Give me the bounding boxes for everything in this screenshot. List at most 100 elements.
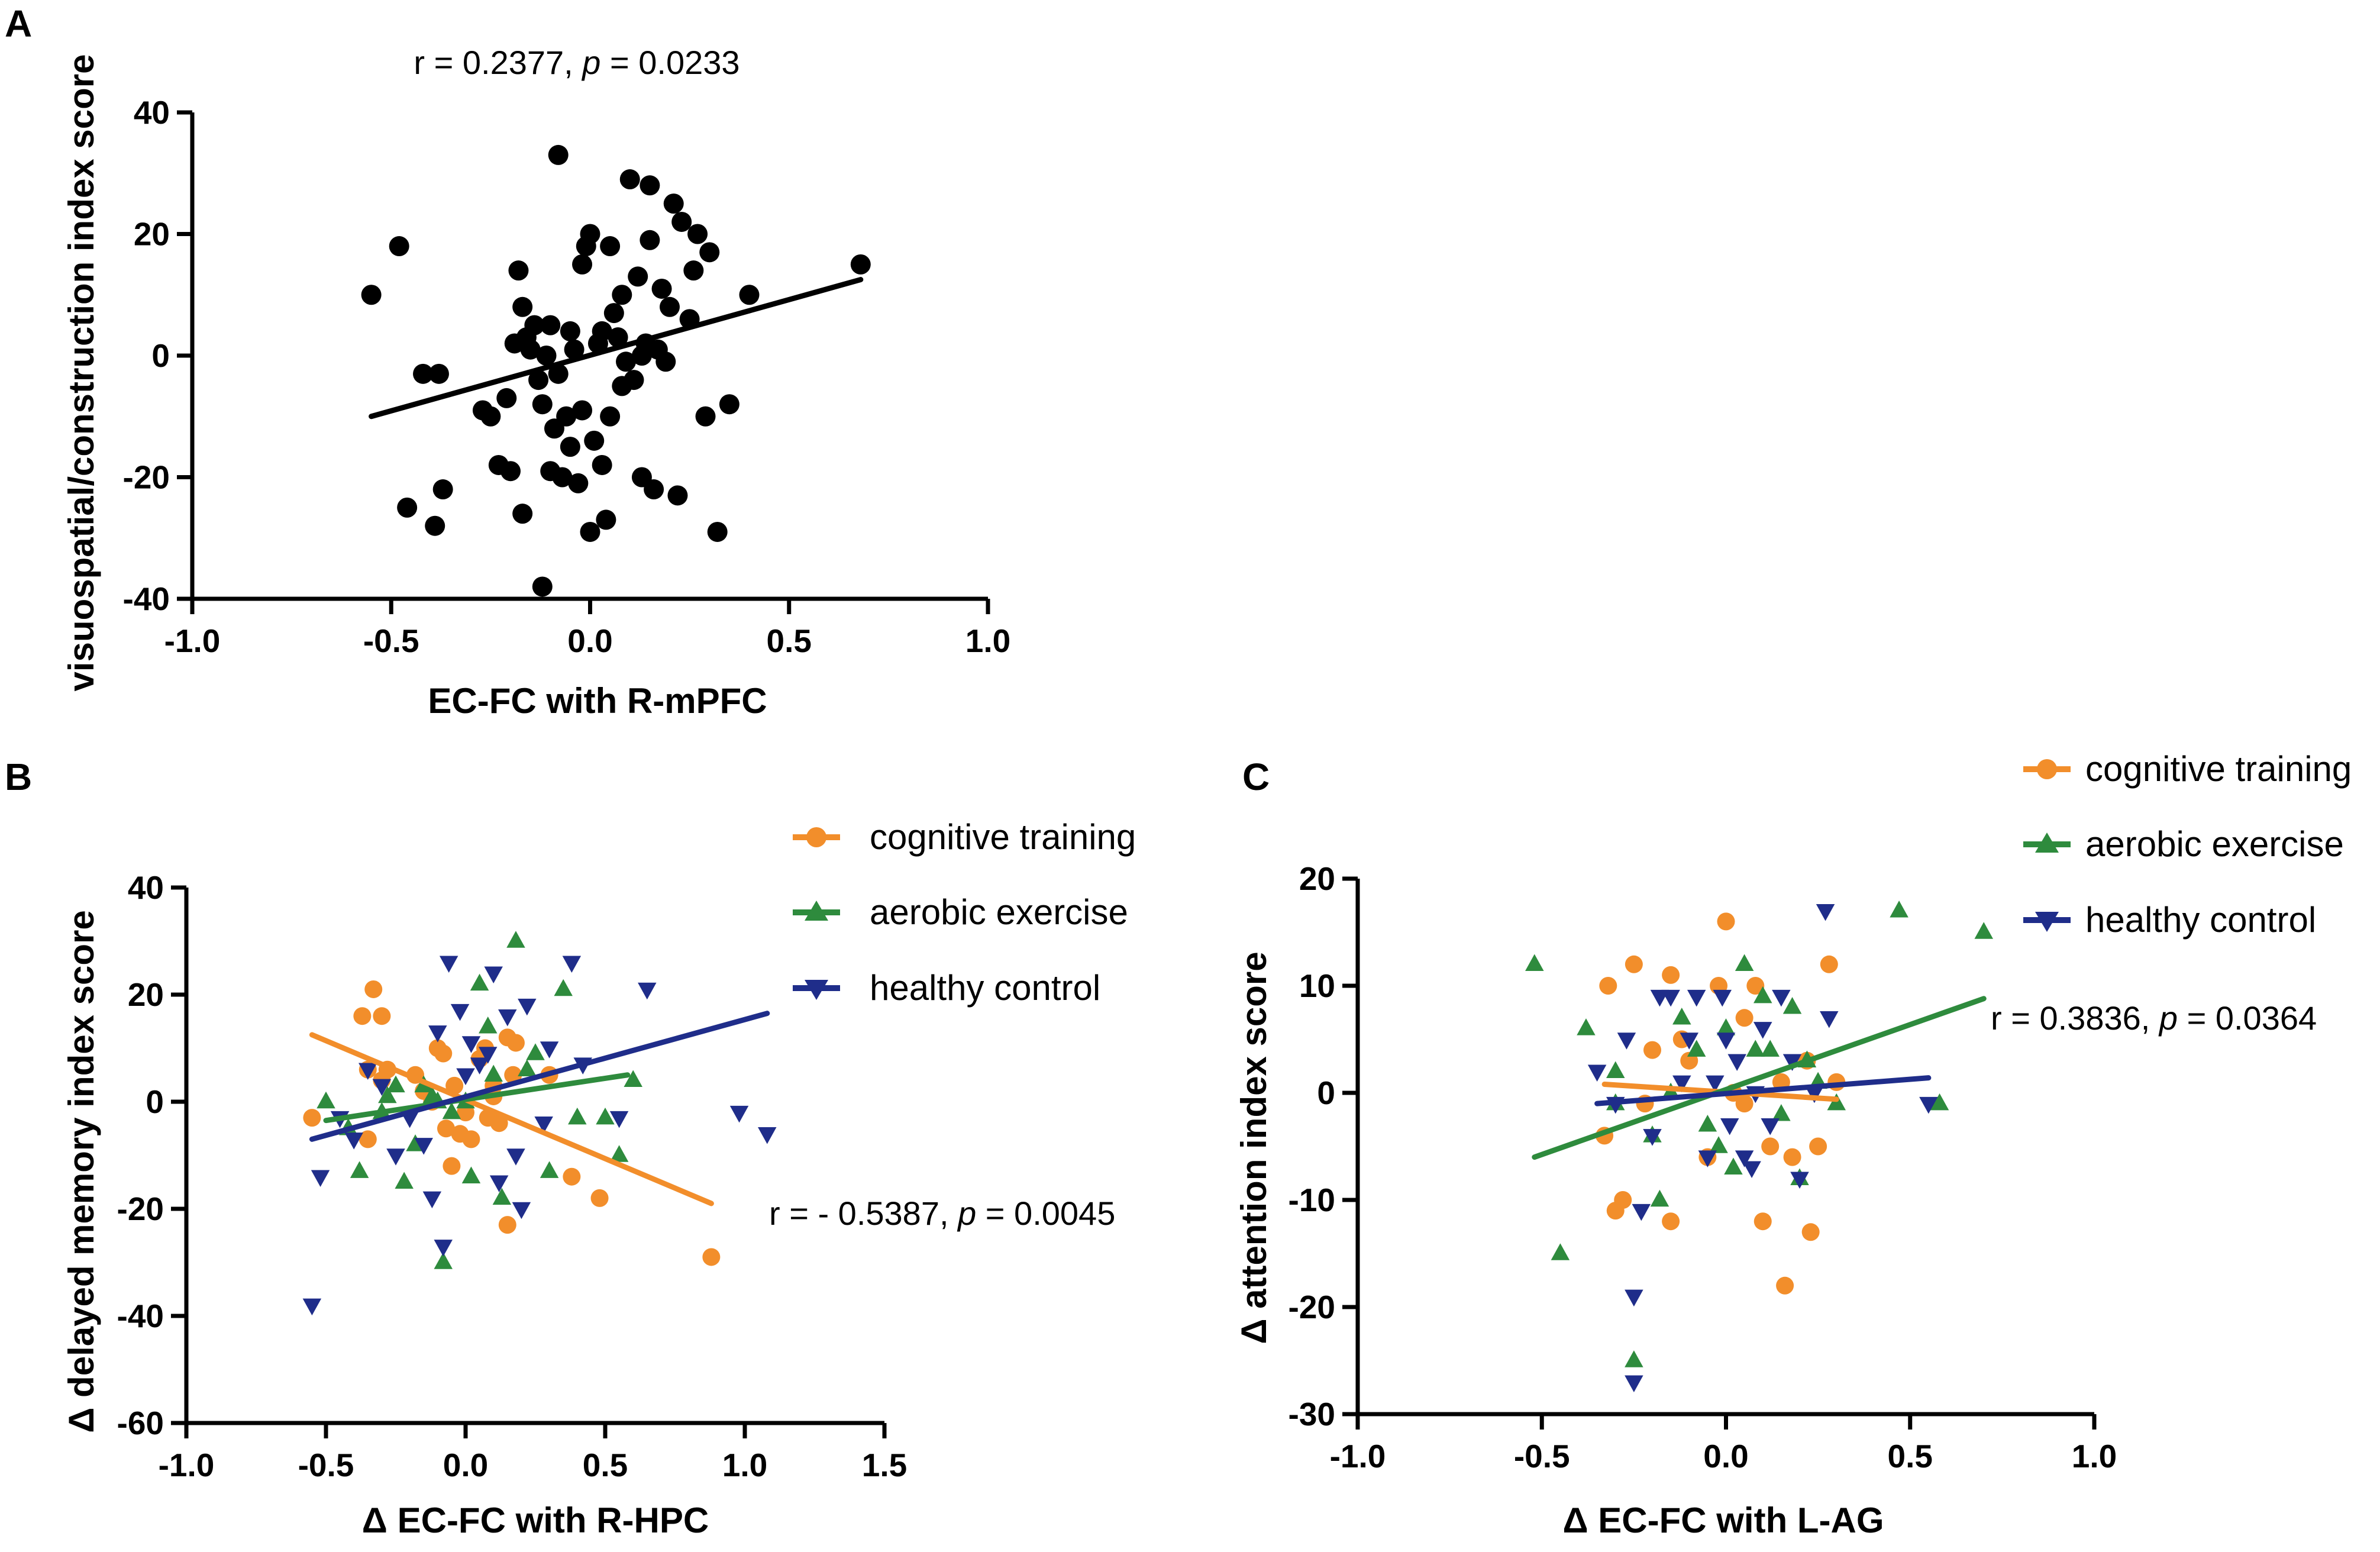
panel-a-fit-line-regression <box>369 277 864 420</box>
panel-b-point-cognitive-training <box>504 1066 522 1084</box>
panel-a-point-all-participants <box>528 370 549 391</box>
panel-a-point-all-participants <box>508 260 529 281</box>
panel-b-point-aerobic-exercise <box>386 1075 405 1093</box>
panel-a-point-all-participants <box>500 461 521 482</box>
panel-a-point-all-participants <box>850 254 871 275</box>
panel-c-point-healthy-control <box>1772 989 1791 1007</box>
panel-a-point-all-participants <box>699 242 720 263</box>
panel-a-point-all-participants <box>655 351 676 372</box>
panel-a-y-tick-label: -20 <box>123 459 170 496</box>
panel-b-point-healthy-control <box>372 1079 392 1096</box>
panel-b-point-aerobic-exercise <box>568 1107 587 1125</box>
panel-b-point-healthy-control <box>439 956 458 973</box>
panel-c-point-aerobic-exercise <box>1650 1189 1669 1207</box>
panel-a: -1.0 -0.5 0.0 0.5 1.0 -40 -20 0 20 40 EC-FC with … <box>62 44 1010 721</box>
panel-a-point-all-participants <box>540 315 561 335</box>
panel-a-point-all-participants <box>560 437 580 457</box>
panel-c-point-cognitive-training <box>1746 977 1765 995</box>
panel-c-point-aerobic-exercise <box>1930 1093 1949 1111</box>
panel-c-x-tick-label: 0.0 <box>1703 1438 1748 1474</box>
panel-c-legend: cognitive training aerobic exercise heal… <box>2023 749 2352 940</box>
panel-a-point-all-participants <box>520 339 541 360</box>
panel-a-y-axis-title: visuospatial/construction index score <box>62 54 101 692</box>
panel-c-legend-label-control: healthy control <box>2085 900 2316 940</box>
panel-a-point-all-participants <box>548 144 569 165</box>
panel-c-point-aerobic-exercise <box>1687 1040 1706 1057</box>
panel-b-y-tick-label: 40 <box>128 869 164 906</box>
panel-b-point-healthy-control <box>302 1298 322 1316</box>
panel-b-x-tick-label: 0.0 <box>443 1447 488 1483</box>
panel-c-stats-annotation: r = 0.3836, p = 0.0364 <box>1991 999 2317 1037</box>
panel-a-point-all-participants <box>425 515 445 536</box>
panel-c-legend-marker-aerobic <box>2035 833 2059 853</box>
panel-a-point-all-participants <box>687 224 708 244</box>
panel-b-legend: cognitive training aerobic exercise heal… <box>793 817 1136 1008</box>
panel-a-point-all-participants <box>552 467 573 488</box>
panel-b-point-healthy-control <box>479 1047 498 1064</box>
panel-a-stats-r: r = 0.2377, <box>414 44 582 81</box>
panel-b-point-healthy-control <box>359 1063 377 1080</box>
panel-a-point-all-participants <box>389 236 409 257</box>
panel-c-point-healthy-control <box>1761 1118 1780 1135</box>
panel-c-x-axis-title: Δ EC-FC with L-AG <box>1562 1501 1884 1540</box>
panel-b-point-aerobic-exercise <box>518 1059 537 1076</box>
panel-a-point-all-participants <box>663 193 684 214</box>
panel-c-x-tick-label: -0.5 <box>1514 1438 1570 1474</box>
panel-b-y-tick-label: -20 <box>117 1190 164 1227</box>
panel-b-point-aerobic-exercise <box>624 1070 642 1088</box>
panel-b-y-tick-label: 0 <box>146 1083 164 1120</box>
panel-a-point-all-participants <box>640 230 660 250</box>
panel-c-point-cognitive-training <box>1662 966 1680 984</box>
panel-c-point-healthy-control <box>1698 1150 1717 1167</box>
panel-b-point-aerobic-exercise <box>434 1252 453 1269</box>
panel-c-y-tick-label: 10 <box>1299 967 1335 1004</box>
panel-c-point-aerobic-exercise <box>1525 954 1544 972</box>
panel-b-point-healthy-control <box>428 1025 447 1043</box>
panel-b-point-cognitive-training <box>498 1216 516 1234</box>
panel-c-point-cognitive-training <box>1809 1137 1827 1156</box>
panel-b-x-tick-label: 0.5 <box>583 1447 628 1483</box>
panel-c-x-tick-label: 0.5 <box>1888 1438 1933 1474</box>
panel-a-point-all-participants <box>651 278 672 299</box>
panel-c-y-axis-title: Δ attention index score <box>1234 951 1274 1344</box>
panel-b-point-healthy-control <box>518 998 537 1016</box>
panel-a-y-tick-label: 0 <box>151 337 170 374</box>
panel-c-point-cognitive-training <box>1717 912 1735 931</box>
panel-c-point-healthy-control <box>1790 1172 1809 1189</box>
panel-c-point-aerobic-exercise <box>1698 1115 1717 1132</box>
panel-a-y-tick-label: -40 <box>123 580 170 617</box>
panel-c-point-healthy-control <box>1661 989 1680 1007</box>
panel-a-point-all-participants <box>596 509 616 530</box>
panel-b-axes: -1.0 -0.5 0.0 0.5 1.0 1.5 -60 -40 -20 0 20 40 <box>117 869 908 1483</box>
panel-a-point-all-participants <box>480 406 501 427</box>
panel-b-legend-marker-control <box>805 980 828 1000</box>
panel-b-legend-marker-aerobic <box>805 901 828 921</box>
panel-a-point-all-participants <box>512 504 533 524</box>
panel-b-legend-label-control: healthy control <box>870 968 1100 1008</box>
panel-b-point-healthy-control <box>489 1175 509 1192</box>
panel-b-point-healthy-control <box>758 1127 777 1144</box>
panel-b-point-healthy-control <box>414 1138 433 1155</box>
panel-b-point-cognitive-training <box>437 1119 455 1138</box>
panel-c-stats-p-value: = 0.0364 <box>2178 999 2317 1037</box>
panel-c-legend-marker-cognitive <box>2037 759 2057 779</box>
panel-a-x-tick-label: 0.0 <box>567 622 612 659</box>
panel-c-point-aerobic-exercise <box>1724 1157 1743 1175</box>
panel-c-point-healthy-control <box>1727 1054 1746 1071</box>
panel-c-point-cognitive-training <box>1735 1009 1753 1027</box>
panel-c-point-aerobic-exercise <box>1709 1136 1728 1153</box>
panel-a-point-all-participants <box>683 260 704 281</box>
panel-b-point-aerobic-exercise <box>350 1161 369 1178</box>
panel-c-point-healthy-control <box>1625 1289 1643 1307</box>
panel-b-x-tick-label: 1.0 <box>722 1447 767 1483</box>
panel-b-point-healthy-control <box>461 1036 481 1053</box>
panel-c-point-cognitive-training <box>1662 1212 1680 1231</box>
panel-a-point-all-participants <box>432 479 453 500</box>
panel-a-axes: -1.0 -0.5 0.0 0.5 1.0 -40 -20 0 20 40 <box>123 94 1011 659</box>
panel-a-point-all-participants <box>592 321 612 341</box>
panel-c-point-healthy-control <box>1617 1032 1636 1050</box>
panel-c-legend-label-aerobic: aerobic exercise <box>2085 824 2344 864</box>
panel-b-point-healthy-control <box>344 1132 363 1150</box>
panel-c-point-aerobic-exercise <box>1753 986 1772 1004</box>
